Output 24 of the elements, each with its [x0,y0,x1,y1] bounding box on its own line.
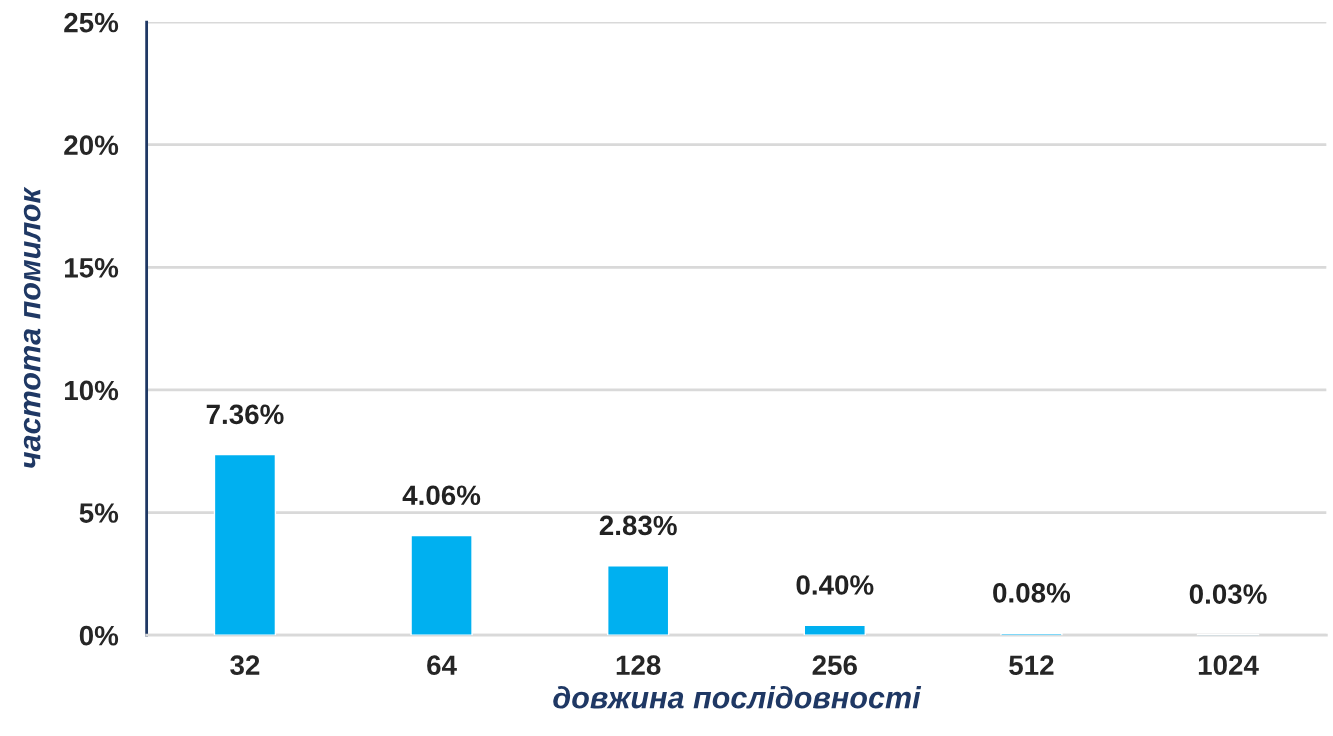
x-tick-label: 512 [1009,655,1054,676]
x-axis-title: довжина послідовності [553,686,922,709]
data-label: 4.06% [402,485,481,506]
data-label: 0.08% [993,583,1071,603]
bar [410,534,473,636]
data-label: 0.40% [796,575,874,595]
x-tick-label: 64 [427,655,457,676]
y-tick-label: 10% [65,380,119,401]
data-label: 2.83% [599,515,677,536]
data-label: 0.03% [1189,584,1267,604]
y-tick-label: 15% [65,258,119,278]
bar [607,565,670,636]
y-axis-title: частота помилок [23,186,41,468]
x-tick-label: 1024 [1198,655,1259,676]
y-tick-label: 5% [79,503,119,523]
bar [803,624,866,636]
data-label: 7.36% [206,404,284,425]
x-tick-label: 32 [230,655,260,676]
x-tick-label: 128 [616,655,661,676]
y-tick-label: 20% [64,135,119,156]
y-tick-label: 0% [79,625,119,646]
bar [213,453,277,636]
y-tick-label: 25% [64,12,119,33]
x-tick-label: 256 [812,655,857,676]
